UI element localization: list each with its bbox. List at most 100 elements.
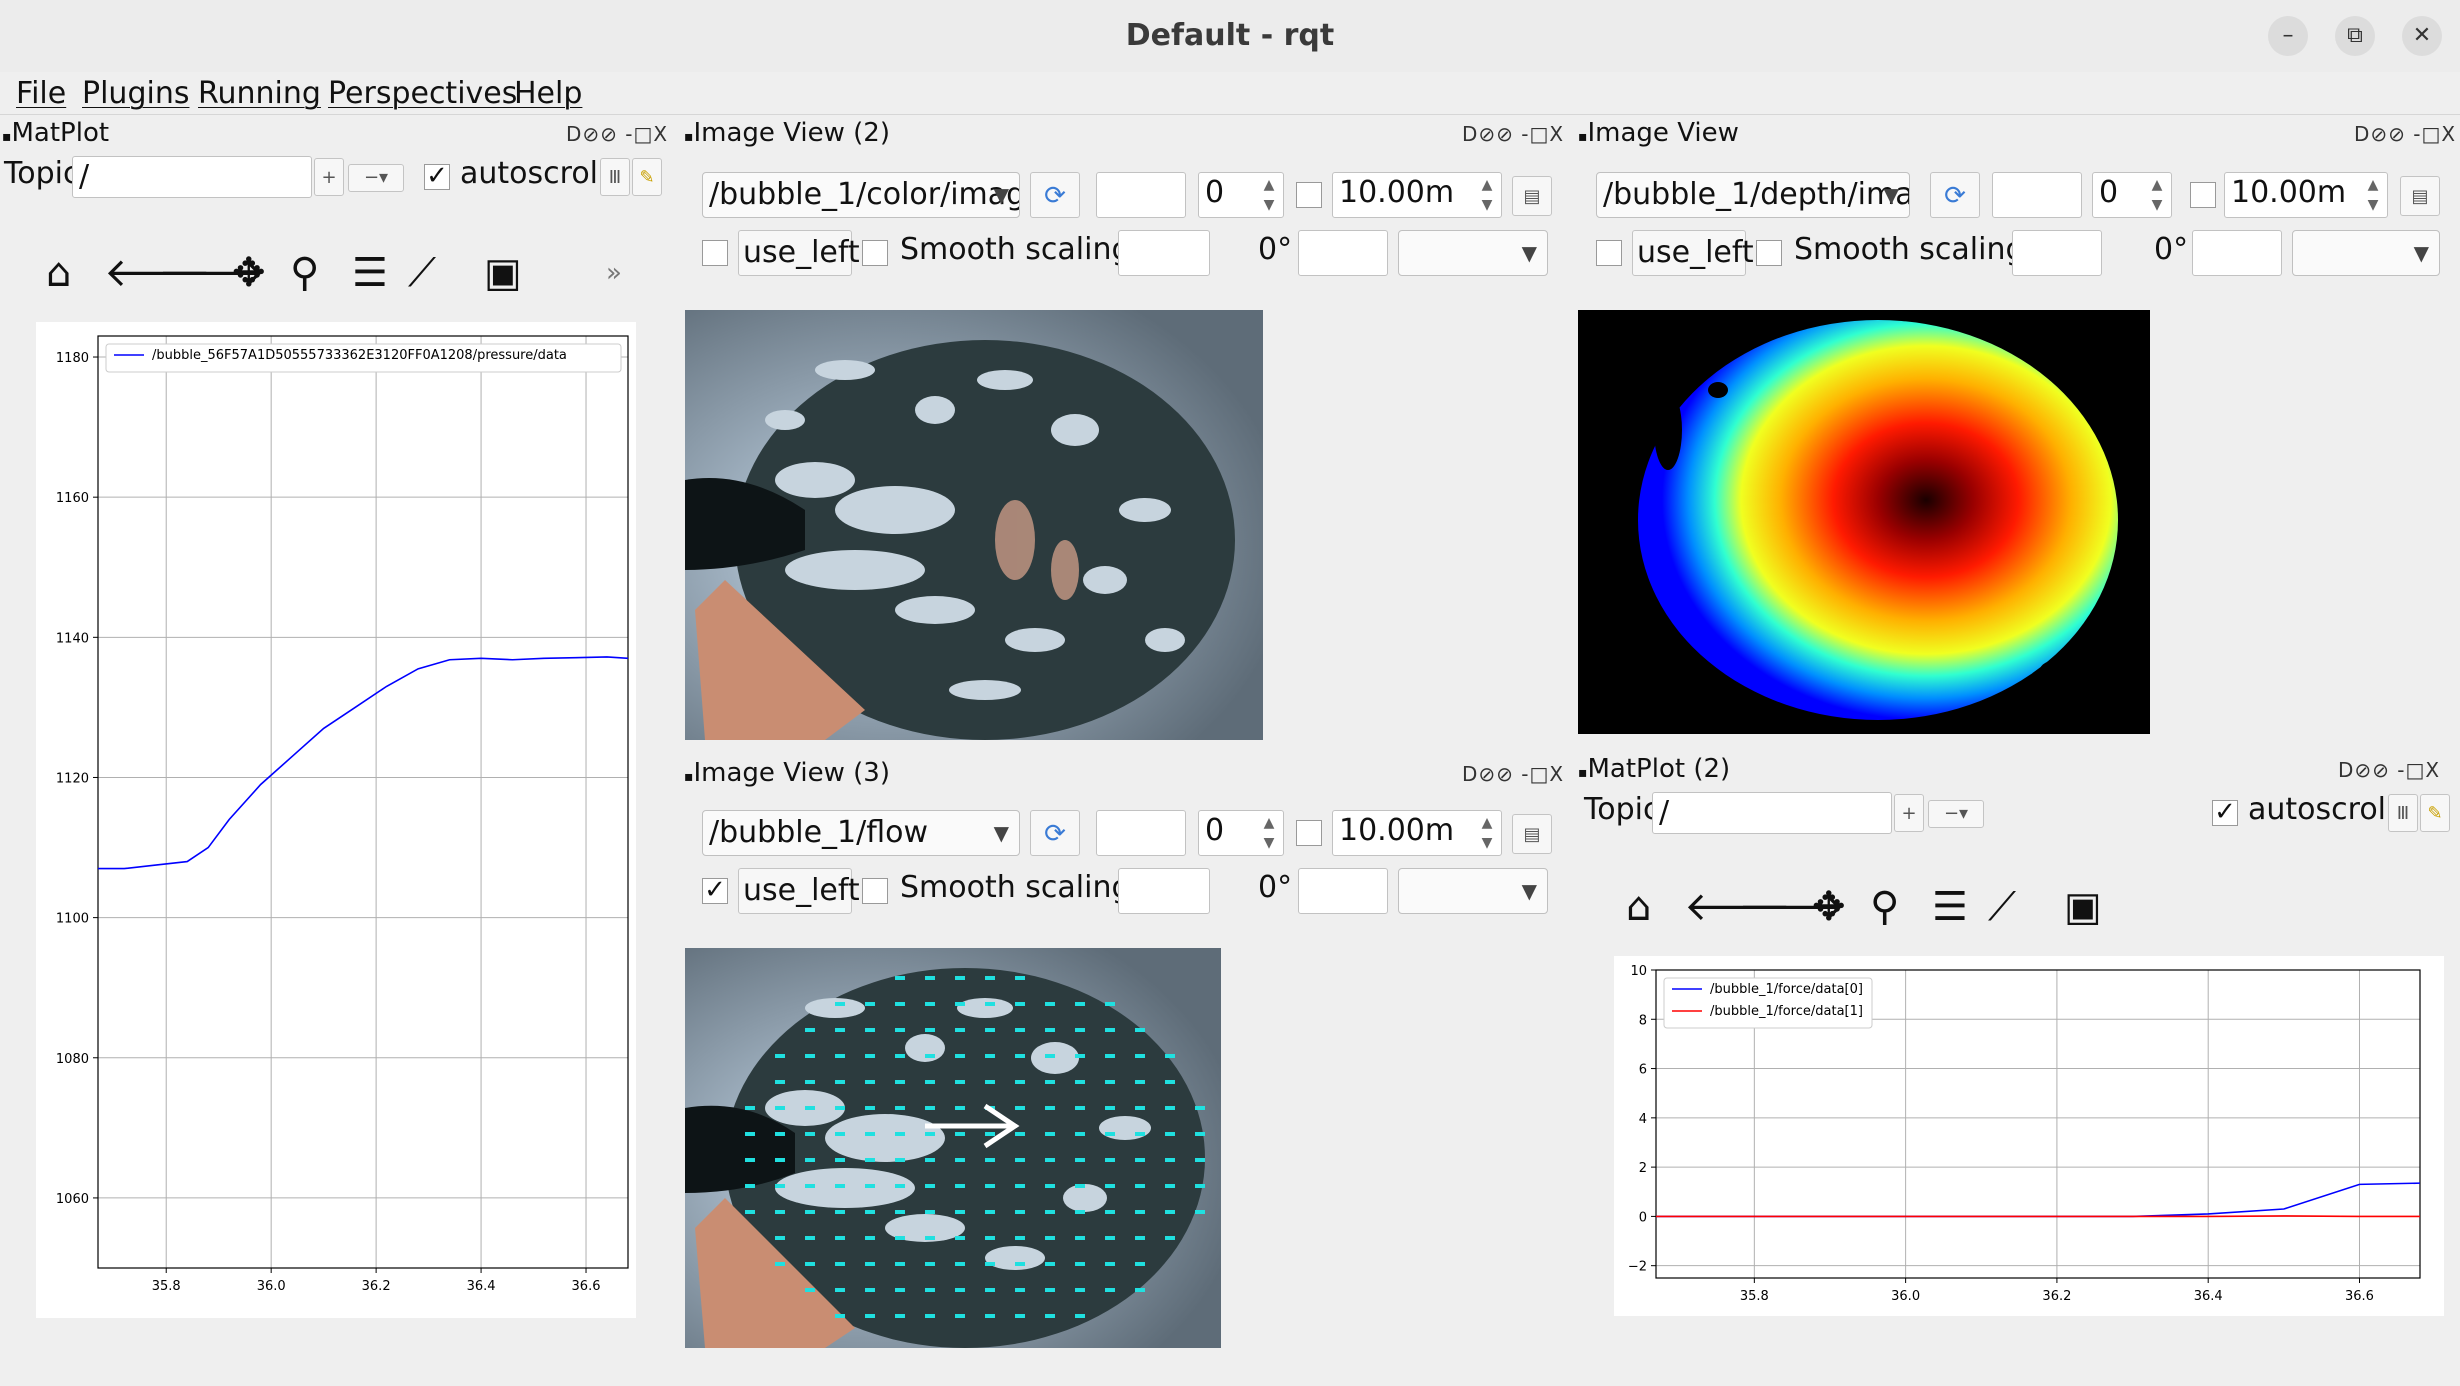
configure-subplots-icon[interactable]: ☰ [352,250,388,296]
refresh-icon[interactable]: ⟳ [1030,172,1080,218]
matplot2-canvas[interactable]: 35.8 36.0 36.2 36.4 36.6 −2 0 2 4 6 8 10/bubble_1/f… [1614,956,2444,1316]
rotate-input[interactable] [2192,230,2282,276]
color-scheme-input[interactable] [1118,868,1210,914]
menu-perspectives[interactable]: Perspectives [328,76,518,111]
back-arrow-icon[interactable]: 🡐 [104,250,212,296]
pan-icon[interactable]: ✥ [232,250,266,296]
spin-min[interactable]: 0 ▲ ▼ [1198,172,1284,218]
smooth-scaling-checkbox[interactable] [862,878,888,904]
topic-label: Topic [1584,792,1660,827]
spin-min[interactable]: 0 ▲ ▼ [2092,172,2172,218]
filter-input[interactable] [1096,810,1186,856]
dynamic-range-checkbox[interactable] [2190,182,2216,208]
color-scheme-input[interactable] [2012,230,2102,276]
refresh-icon[interactable]: ⟳ [1930,172,1980,218]
dock-controls[interactable]: D⊘⊘ -□X [566,122,669,146]
mpl-toolbar: ⌂ 🡐 🡒 ✥ ⚲ ☰ ⟋ ▣ [1626,882,2166,938]
filter-input[interactable] [1992,172,2082,218]
topic-input[interactable]: / [1652,792,1892,834]
dock-controls[interactable]: D⊘⊘ -□X [2338,758,2441,782]
save-image-icon[interactable]: ▤ [1512,814,1552,854]
y-tick-label: 2 [1639,1161,1647,1176]
menubar: File Plugins Running Perspectives Help [0,72,2460,115]
save-image-icon[interactable]: ▤ [2400,176,2440,216]
menu-plugins[interactable]: Plugins [82,76,190,111]
home-icon[interactable]: ⌂ [1626,884,1652,930]
dock-controls[interactable]: D⊘⊘ -□X [1462,122,1565,146]
save-image-icon[interactable]: ▤ [1512,176,1552,216]
max-range-spin[interactable]: 10.00m ▲ ▼ [2224,172,2388,218]
autoscroll-checkbox[interactable]: ✓ [424,163,450,190]
dynamic-range-checkbox[interactable] [1296,820,1322,846]
refresh-icon[interactable]: ⟳ [1030,810,1080,856]
menu-help[interactable]: Help [514,76,583,111]
maximize-button[interactable]: ⧉ [2335,16,2375,56]
topic-input[interactable]: / [72,156,312,198]
add-topic-button[interactable]: + [314,158,344,196]
use-left-toggle[interactable]: use_left [738,868,860,914]
edit-axis-icon[interactable]: ⟋ [408,250,436,296]
remove-topic-button[interactable]: −▾ [1928,800,1984,828]
dynamic-range-checkbox[interactable] [1296,182,1322,208]
remove-topic-button[interactable]: −▾ [348,164,404,192]
use-left-toggle[interactable]: use_left [1632,230,1754,276]
forward-arrow-icon[interactable]: 🡒 [158,250,266,296]
color-image[interactable] [685,310,1263,740]
use-left-checkbox[interactable] [1596,240,1622,266]
pause-button[interactable]: Ⅲ [600,158,630,196]
dock-controls[interactable]: D⊘⊘ -□X [1462,762,1565,786]
menu-file[interactable]: File [16,76,67,111]
topic-combo[interactable]: /bubble_1/flow ▼ [702,810,1020,856]
rotation-combo[interactable]: ▼ [2292,230,2440,276]
rotate-input[interactable] [1298,230,1388,276]
color-image-graphic [685,310,1263,740]
pressure-chart: 35.8 36.0 36.2 36.4 36.6 1060 1080 1100 1120 1140… [56,335,629,1294]
depth-image[interactable] [1578,310,2150,734]
y-tick-label: 8 [1639,1013,1647,1028]
autoscroll-checkbox[interactable]: ✓ [2212,799,2238,826]
matplot-canvas[interactable]: 35.8 36.0 36.2 36.4 36.6 1060 1080 1100 1120 1140… [36,322,636,1318]
save-icon[interactable]: ▣ [484,250,522,296]
back-arrow-icon[interactable]: 🡐 [1684,884,1792,930]
home-icon[interactable]: ⌂ [46,250,72,296]
y-tick-label: 1080 [56,1052,89,1067]
menu-running[interactable]: Running [198,76,321,111]
minimize-button[interactable]: – [2268,16,2308,56]
use-left-checkbox[interactable]: ✓ [702,877,728,904]
topic-combo[interactable]: /bubble_1/color/imag ▼ [702,172,1020,218]
zoom-icon[interactable]: ⚲ [290,250,320,296]
pause-button[interactable]: Ⅲ [2388,794,2418,832]
filter-input[interactable] [1096,172,1186,218]
topic-combo[interactable]: /bubble_1/depth/ima ▼ [1596,172,1910,218]
rotate-input[interactable] [1298,868,1388,914]
configure-subplots-icon[interactable]: ☰ [1932,884,1968,930]
spin-min[interactable]: 0 ▲ ▼ [1198,810,1284,856]
flow-image[interactable] [685,948,1221,1348]
toolbar-more[interactable]: » [606,258,622,288]
max-range-spin[interactable]: 10.00m ▲ ▼ [1332,172,1502,218]
clear-button[interactable]: ✎ [632,158,662,196]
pan-icon[interactable]: ✥ [1812,884,1846,930]
add-topic-button[interactable]: + [1894,794,1924,832]
series-line [1656,1182,2421,1218]
forward-arrow-icon[interactable]: 🡒 [1738,884,1846,930]
x-tick-label: 35.8 [152,1279,181,1294]
rotation-label: 0° [1258,870,1293,905]
zoom-icon[interactable]: ⚲ [1870,884,1900,930]
clear-button[interactable]: ✎ [2420,794,2450,832]
rotation-combo[interactable]: ▼ [1398,230,1548,276]
legend: /bubble_56F57A1D50555733362E3120FF0A1208… [105,343,622,373]
smooth-scaling-checkbox[interactable] [862,240,888,266]
smooth-scaling-checkbox[interactable] [1756,240,1782,266]
save-icon[interactable]: ▣ [2064,884,2102,930]
rotation-combo[interactable]: ▼ [1398,868,1548,914]
use-left-checkbox[interactable] [702,240,728,266]
edit-axis-icon[interactable]: ⟋ [1988,884,2016,930]
smooth-scaling-label: Smooth scaling [1794,232,2025,267]
dock-controls[interactable]: D⊘⊘ -□X [2354,122,2457,146]
max-range-spin[interactable]: 10.00m ▲ ▼ [1332,810,1502,856]
use-left-toggle[interactable]: use_left [738,230,860,276]
x-tick-label: 36.6 [2345,1289,2374,1304]
close-button[interactable]: ✕ [2402,16,2442,56]
color-scheme-input[interactable] [1118,230,1210,276]
